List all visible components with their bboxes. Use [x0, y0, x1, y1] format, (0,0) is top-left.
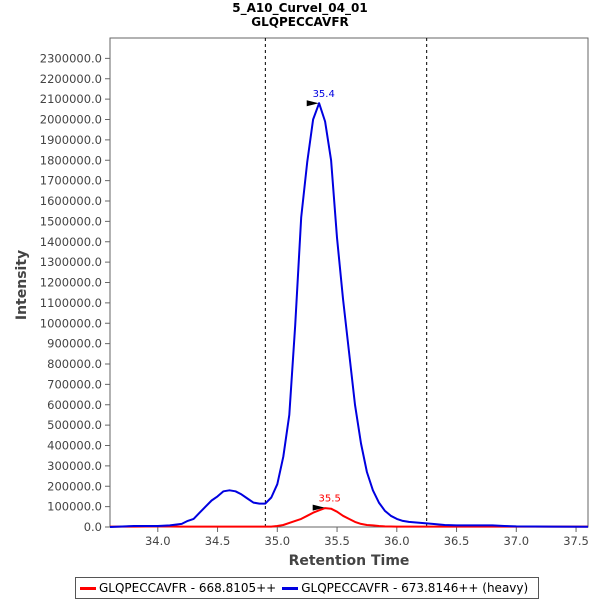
plot-frame [109, 37, 589, 528]
legend-swatch-light [80, 586, 96, 590]
y-tick-label: 100000.0 [47, 500, 102, 514]
y-tick-label: 1900000.0 [40, 133, 102, 147]
series-line-heavy [109, 102, 589, 528]
peak-arrow-marker [312, 504, 325, 511]
y-tick-label: 2000000.0 [40, 113, 102, 127]
legend-item-heavy: GLQPECCAVFR - 673.8146++ (heavy) [282, 581, 528, 595]
x-tick-label: 35.5 [324, 534, 350, 548]
y-tick-label: 700000.0 [47, 377, 102, 391]
chart-legend: GLQPECCAVFR - 668.8105++ GLQPECCAVFR - 6… [75, 577, 540, 599]
y-tick-label: 400000.0 [47, 439, 102, 453]
legend-label-light: GLQPECCAVFR - 668.8105++ [99, 581, 277, 595]
y-axis-label: Intensity [14, 250, 30, 320]
y-tick-label: 300000.0 [47, 459, 102, 473]
y-tick-label: 0.0 [84, 520, 102, 534]
y-tick-label: 2200000.0 [40, 72, 102, 86]
legend-swatch-heavy [282, 586, 299, 590]
y-tick-label: 200000.0 [47, 479, 102, 493]
legend-item-light: GLQPECCAVFR - 668.8105++ [80, 581, 276, 595]
y-tick-label: 1200000.0 [40, 276, 102, 290]
y-tick-label: 500000.0 [47, 418, 102, 432]
peak-label: 35.5 [319, 494, 341, 505]
y-tick-label: 1400000.0 [40, 235, 102, 249]
series-line-light [110, 507, 588, 528]
y-tick-label: 1500000.0 [40, 214, 102, 228]
y-tick-label: 1300000.0 [40, 255, 102, 269]
y-tick-label: 2300000.0 [40, 51, 102, 65]
y-tick-label: 600000.0 [47, 398, 102, 412]
chart-subtitle: GLQPECCAVFR [251, 15, 349, 29]
x-tick-label: 36.0 [384, 534, 410, 548]
peak-arrow-marker [306, 100, 319, 107]
legend-label-heavy: GLQPECCAVFR - 673.8146++ (heavy) [301, 581, 529, 595]
y-tick-label: 900000.0 [47, 337, 102, 351]
x-tick-label: 34.0 [145, 534, 171, 548]
peak-label: 35.4 [313, 89, 335, 100]
x-tick-label: 34.5 [205, 534, 231, 548]
y-tick-label: 1100000.0 [40, 296, 102, 310]
x-axis-label: Retention Time [289, 553, 410, 569]
chart-title: 5_A10_CurveI_04_01 [232, 1, 367, 16]
x-tick-label: 37.0 [503, 534, 529, 548]
y-tick-label: 1700000.0 [40, 174, 102, 188]
chromatogram-chart: 5_A10_CurveI_04_01 GLQPECCAVFR Intensity… [14, 1, 589, 569]
x-tick-label: 37.5 [563, 534, 589, 548]
y-tick-label: 1600000.0 [40, 194, 102, 208]
y-tick-label: 1000000.0 [40, 316, 102, 330]
x-tick-label: 35.0 [264, 534, 290, 548]
y-tick-label: 1800000.0 [40, 153, 102, 167]
y-tick-label: 2100000.0 [40, 92, 102, 106]
x-tick-label: 36.5 [444, 534, 470, 548]
y-tick-label: 800000.0 [47, 357, 102, 371]
